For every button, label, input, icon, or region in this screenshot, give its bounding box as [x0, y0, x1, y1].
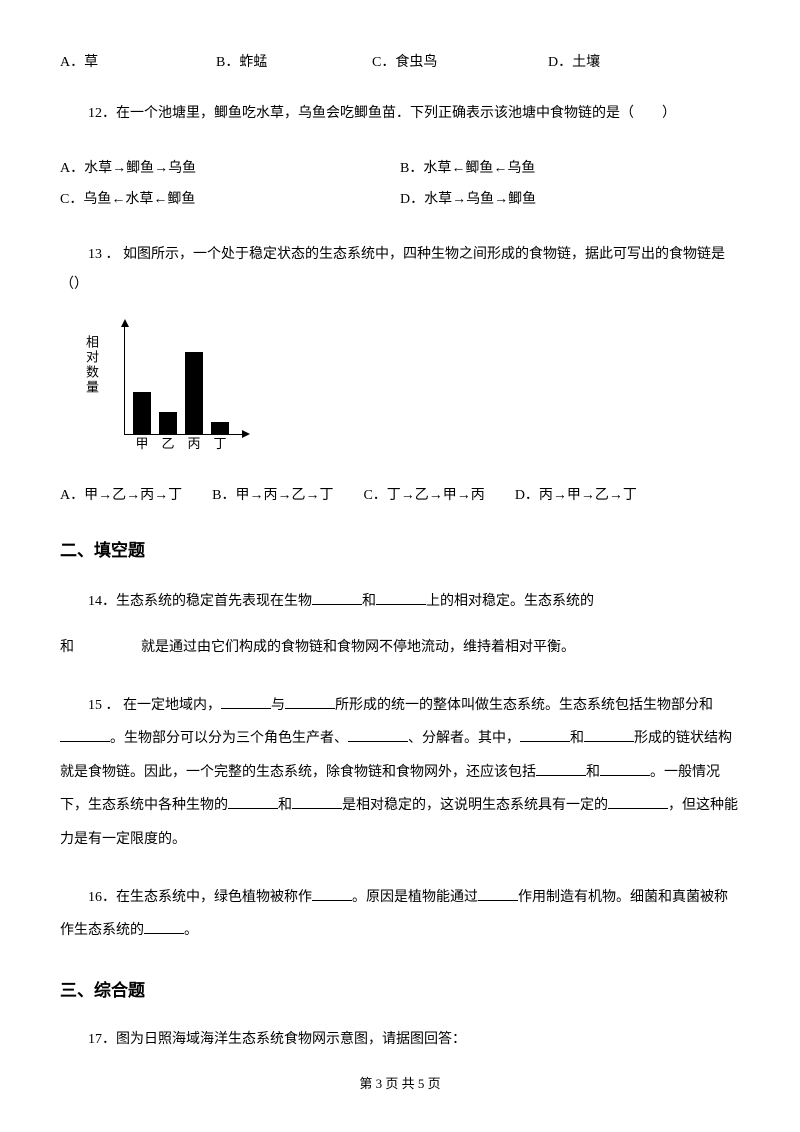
section2-heading: 二、填空题 [60, 536, 740, 561]
q14-p1: 14．生态系统的稳定首先表现在生物 [88, 594, 312, 609]
bar-yi [159, 412, 177, 434]
q13-option-d: D．丙→甲→乙→丁 [515, 483, 637, 508]
q12-text: 12．在一个池塘里，鲫鱼吃水草，乌鱼会吃鲫鱼苗．下列正确表示该池塘中食物链的是（… [60, 99, 740, 130]
q14: 14．生态系统的稳定首先表现在生物和上的相对稳定。生态系统的 和 就是通过由它们… [60, 585, 740, 664]
chart-area: 甲 乙 丙 丁 [124, 325, 244, 435]
blank [478, 887, 518, 901]
q17-text: 17．图为日照海域海洋生态系统食物网示意图，请据图回答： [60, 1025, 740, 1056]
blank [376, 591, 426, 605]
chart-y-label: 相对数量 [82, 335, 101, 395]
q13-option-a: A．甲→乙→丙→丁 [60, 483, 182, 508]
x-arrow-icon [242, 430, 250, 438]
q11-option-b: B．蚱蜢 [216, 50, 356, 75]
q13-text: 13 ． 如图所示，一个处于稳定状态的生态系统中，四种生物之间形成的食物链，据此… [60, 240, 740, 302]
q15-t3: 所形成的统一的整体叫做生态系统。生态系统包括生物部分和 [335, 698, 713, 713]
q15-t9: 和 [586, 765, 600, 780]
x-label-yi: 乙 [159, 433, 177, 452]
q12-option-d: D．水草→乌鱼→鲫鱼 [400, 185, 740, 216]
x-label-jia: 甲 [133, 433, 151, 452]
q16-t2: 。原因是植物能通过 [352, 890, 478, 905]
blank [228, 795, 278, 809]
blank [600, 762, 650, 776]
q11-option-d: D．土壤 [548, 50, 600, 75]
q15-t4: 。生物部分可以分为三个角色生产者、 [110, 731, 348, 746]
q14-p2: 和 [362, 594, 376, 609]
q14-p4: 和 [60, 640, 74, 655]
q15-t11: 生态系统中各种生物的 [88, 798, 228, 813]
section3-heading: 三、综合题 [60, 976, 740, 1001]
chart-bars [133, 352, 229, 434]
q11-options: A．草 B．蚱蜢 C．食虫鸟 D．土壤 [60, 50, 740, 75]
blank [348, 728, 408, 742]
blank [536, 762, 586, 776]
blank [584, 728, 634, 742]
q12-options: A．水草→鲫鱼→乌鱼 B．水草←鲫鱼←乌鱼 C．乌鱼←水草←鲫鱼 D．水草→乌鱼… [60, 154, 740, 216]
blank [292, 795, 342, 809]
q15-t13: 是相对稳定的，这说明生态系统具有一定的 [342, 798, 608, 813]
page-footer: 第 3 页 共 5 页 [0, 1073, 800, 1092]
q12-option-a: A．水草→鲫鱼→乌鱼 [60, 154, 400, 185]
q15-t12: 和 [278, 798, 292, 813]
blank [221, 695, 271, 709]
y-arrow-icon [121, 319, 129, 327]
chart-x-labels: 甲 乙 丙 丁 [133, 433, 229, 452]
x-label-bing: 丙 [185, 433, 203, 452]
q15: 15 ． 在一定地域内， 与 所形成的统一的整体叫做生态系统。生态系统包括生物部分和… [60, 689, 740, 857]
bar-bing [185, 352, 203, 434]
q15-t6: 和 [570, 731, 584, 746]
blank [144, 920, 184, 934]
q15-t2: 与 [271, 698, 285, 713]
q11-option-a: A．草 [60, 50, 200, 75]
q12-option-b: B．水草←鲫鱼←乌鱼 [400, 154, 740, 185]
blank [520, 728, 570, 742]
q13-options: A．甲→乙→丙→丁 B．甲→丙→乙→丁 C．丁→乙→甲→丙 D．丙→甲→乙→丁 [60, 483, 740, 508]
q15-t8: 就是食物链。因此，一个完整的生态系统，除食物链和食物网外，还应该包括 [60, 765, 536, 780]
q15-t7: 形成的链状结构 [634, 731, 732, 746]
q16: 16．在生态系统中，绿色植物被称作。原因是植物能通过作用制造有机物。细菌和真菌被… [60, 881, 740, 948]
q16-t5: 。 [184, 923, 198, 938]
q13-option-c: C．丁→乙→甲→丙 [363, 483, 484, 508]
blank [60, 728, 110, 742]
q15-t15: 有一定限度的。 [88, 832, 186, 847]
bar-jia [133, 392, 151, 434]
blank [312, 887, 352, 901]
q14-p3: 上的相对稳定。生态系统的 [426, 594, 594, 609]
q15-t1: 15 ． 在一定地域内， [88, 698, 221, 713]
q16-t1: 16．在生态系统中，绿色植物被称作 [88, 890, 312, 905]
x-label-ding: 丁 [211, 433, 229, 452]
q13-chart: 相对数量 甲 乙 丙 丁 [90, 325, 250, 455]
q12-option-c: C．乌鱼←水草←鲫鱼 [60, 185, 400, 216]
q16-t4: 生态系统的 [74, 923, 144, 938]
q15-t5: 、分解者。其中， [408, 731, 520, 746]
q11-option-c: C．食虫鸟 [372, 50, 532, 75]
blank [312, 591, 362, 605]
blank [285, 695, 335, 709]
q14-p5: 就是通过由它们构成的食物链和食物网不停地流动，维持着相对平衡。 [141, 640, 575, 655]
blank [608, 795, 668, 809]
q13-option-b: B．甲→丙→乙→丁 [212, 483, 333, 508]
